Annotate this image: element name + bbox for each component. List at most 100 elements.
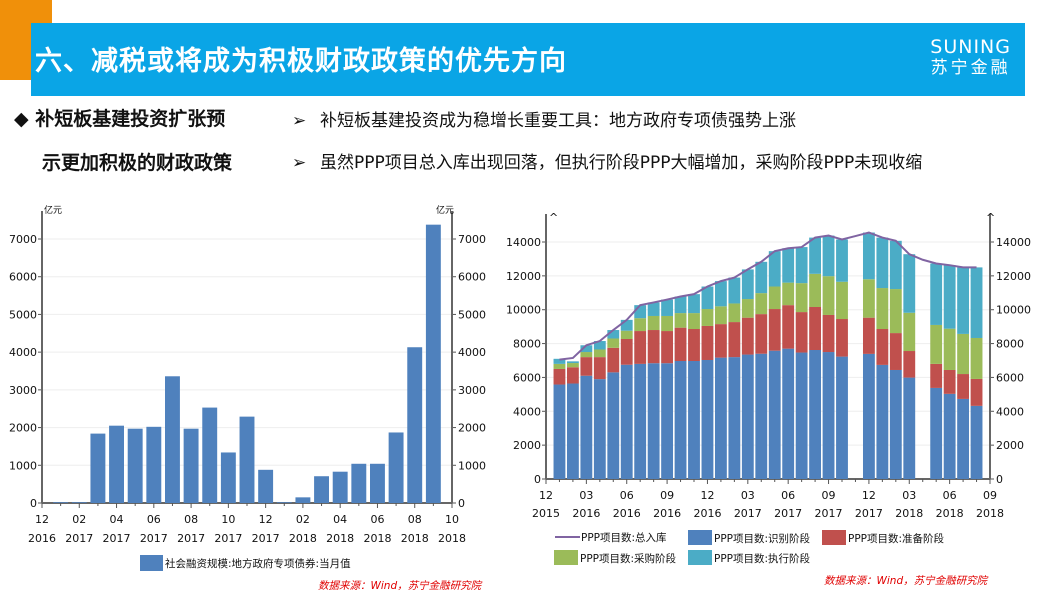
y-tick-label: 6000 [513, 371, 541, 384]
stacked-bar-segment [701, 325, 714, 360]
y-tick-label-right: 6000 [458, 271, 486, 284]
stacked-bar-segment [795, 352, 808, 479]
stacked-bar-segment [970, 405, 983, 479]
x-tick-label: 06 [620, 489, 634, 502]
stacked-bar-segment [957, 267, 970, 334]
stacked-bar-segment [566, 361, 579, 364]
stacked-bar-segment [553, 358, 566, 364]
bar [388, 432, 404, 503]
stacked-bar-segment [876, 364, 889, 479]
stacked-bar-segment [566, 363, 579, 368]
y-tick-label: 2000 [513, 439, 541, 452]
stacked-bar-segment [674, 313, 687, 328]
bar [295, 497, 311, 503]
y-axis-break-mark-right: ^ [986, 211, 995, 224]
y-tick-label: 1000 [9, 459, 37, 472]
stacked-bar-segment [822, 276, 835, 315]
stacked-bar-segment [701, 286, 714, 310]
bar [53, 502, 69, 503]
stacked-bar-segment [822, 352, 835, 479]
suning-logo: SUNING 苏宁金融 [930, 37, 1011, 79]
stacked-bar-segment [876, 288, 889, 330]
legend-label: PPP项目数:总入库 [581, 531, 667, 544]
stacked-bar-segment [580, 375, 593, 479]
y-tick-label-right: 2000 [996, 439, 1024, 452]
stacked-bar-segment [741, 354, 754, 479]
stacked-bar-segment [782, 348, 795, 479]
legend-swatch [688, 550, 712, 565]
legend-label: PPP项目数:识别阶段 [714, 532, 811, 545]
legend-swatch [822, 530, 846, 545]
y-tick-label-right: 14000 [996, 236, 1031, 249]
legend-swatch [140, 555, 163, 571]
y-tick-label-right: 4000 [458, 346, 486, 359]
x-tick-label: 02 [296, 513, 310, 526]
x-tick-label-year: 2015 [532, 507, 560, 520]
stacked-bar-segment [862, 317, 875, 354]
stacked-bar-segment [661, 363, 674, 479]
x-tick-label: 12 [35, 513, 49, 526]
stacked-bar-segment [930, 324, 943, 364]
y-tick-label-right: 7000 [458, 233, 486, 246]
point-text: 虽然PPP项目总入库出现回落，但执行阶段PPP大幅增加，采购阶段PPP未现收缩 [320, 153, 923, 173]
stacked-bar-segment [795, 283, 808, 313]
x-tick-label-year: 2018 [289, 532, 317, 545]
y-tick-label: 0 [30, 497, 37, 510]
stacked-bar-segment [768, 286, 781, 310]
stacked-bar-segment [943, 265, 956, 329]
stacked-bar-segment [755, 314, 768, 354]
bar [239, 416, 255, 503]
stacked-bar-segment [553, 363, 566, 369]
title-banner: 六、减税或将成为积极财政政策的优先方向 SUNING 苏宁金融 [31, 23, 1025, 96]
stacked-bar-segment [593, 379, 606, 479]
x-tick-label-year: 2017 [734, 507, 762, 520]
stacked-bar-segment [593, 349, 606, 358]
stacked-bar-segment [970, 378, 983, 406]
stacked-bar-segment [553, 384, 566, 479]
x-tick-label-year: 2018 [326, 532, 354, 545]
stacked-bar-segment [768, 350, 781, 479]
stacked-bar-segment [795, 247, 808, 284]
source-note: 数据来源：Wind，苏宁金融研究院 [824, 575, 989, 587]
stacked-bar-segment [903, 351, 916, 378]
legend-label: PPP项目数:准备阶段 [848, 532, 945, 545]
legend-label: PPP项目数:采购阶段 [580, 552, 677, 565]
page-title: 六、减税或将成为积极财政政策的优先方向 [35, 46, 567, 77]
x-tick-label: 06 [370, 513, 384, 526]
unit-label-right: 亿元 [436, 204, 454, 216]
stacked-bar-segment [634, 331, 647, 364]
y-tick-label: 8000 [513, 338, 541, 351]
stacked-bar-segment [607, 338, 620, 348]
bar [202, 407, 218, 503]
x-tick-label-year: 2017 [103, 532, 131, 545]
stacked-bar-segment [728, 322, 741, 358]
x-tick-label-year: 2016 [653, 507, 681, 520]
stacked-bar-segment [889, 240, 902, 290]
stacked-bar-segment [634, 305, 647, 319]
lead-line-1: ◆ 补短板基建投资扩张预 [14, 108, 226, 130]
bar [127, 428, 143, 503]
arrow-icon: ➢ [292, 111, 307, 131]
stacked-bar-segment [566, 367, 579, 384]
stacked-bar-segment [889, 369, 902, 479]
stacked-bar-segment [688, 313, 700, 330]
stacked-bar-segment [620, 330, 633, 340]
y-tick-label: 14000 [506, 236, 541, 249]
stacked-bar-segment [782, 248, 795, 283]
x-tick-label: 10 [221, 513, 235, 526]
x-tick-label: 06 [781, 489, 795, 502]
x-tick-label: 10 [445, 513, 459, 526]
stacked-bar-segment [741, 317, 754, 355]
x-tick-label-year: 2017 [252, 532, 280, 545]
stacked-bar-segment [943, 369, 956, 394]
point-1: ➢ 补短板基建投资成为稳增长重要工具：地方政府专项债强势上涨 [292, 106, 796, 131]
stacked-bar-segment [714, 324, 727, 358]
total-line [559, 231, 977, 361]
y-tick-label-right: 4000 [996, 405, 1024, 418]
y-tick-label: 7000 [9, 233, 37, 246]
stacked-bar-segment [795, 312, 808, 353]
y-tick-label-right: 8000 [996, 338, 1024, 351]
x-tick-label-year: 2018 [895, 507, 923, 520]
stacked-bar-segment [930, 263, 943, 325]
bar [332, 471, 348, 503]
